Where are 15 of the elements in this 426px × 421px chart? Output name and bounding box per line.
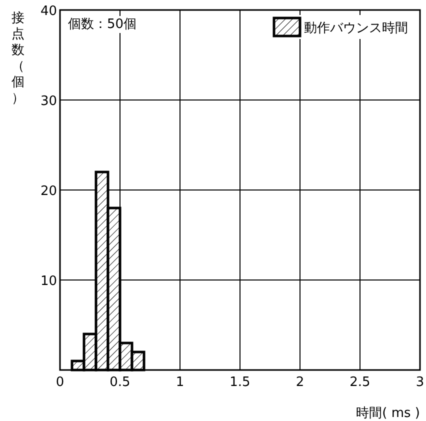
legend-label: 動作バウンス時間 — [304, 21, 408, 36]
x-tick-label: 0 — [56, 375, 64, 390]
x-axis-title: 時間( ms ) — [356, 406, 420, 421]
y-tick-label: 30 — [40, 94, 57, 109]
y-axis-title: 接点数（個） — [12, 11, 24, 106]
y-tick-label: 20 — [40, 184, 57, 199]
x-tick-label: 3 — [416, 375, 424, 390]
y-tick-label: 10 — [40, 274, 57, 289]
x-tick-label: 1.5 — [230, 375, 250, 390]
x-tick-label: 2 — [296, 375, 304, 390]
y-tick-label: 40 — [40, 4, 57, 19]
annotation: 個数：50個 — [68, 17, 137, 32]
x-tick-label: 0.5 — [110, 375, 130, 390]
x-tick-label: 2.5 — [350, 375, 370, 390]
x-tick-label: 1 — [176, 375, 184, 390]
